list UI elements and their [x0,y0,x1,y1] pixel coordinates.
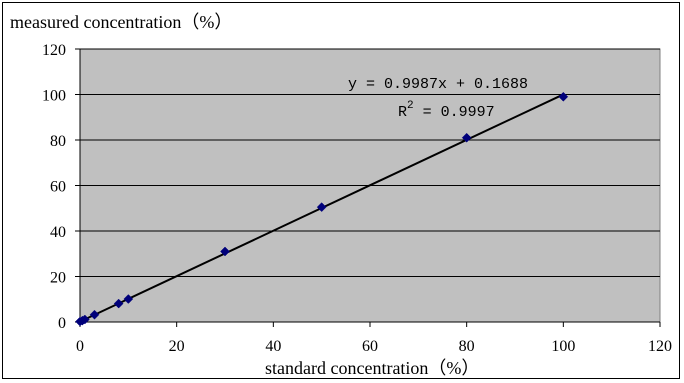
y-tick-label: 80 [50,133,66,150]
r-squared-superscript: 2 [407,100,414,112]
y-tick-label: 40 [50,224,66,241]
x-tick-label: 80 [459,338,475,355]
data-point [89,309,100,320]
r-squared-letter: R [398,104,407,121]
y-tick-label: 100 [42,88,66,105]
data-points [75,91,569,327]
data-point [220,246,230,257]
x-axis-label: standard concentration（%） [265,358,479,378]
y-tick-label: 0 [58,315,66,332]
y-tick-labels: 0 20 40 60 80 100 120 [42,42,66,332]
x-tick-labels: 0 20 40 60 80 100 120 [76,338,672,355]
y-tick-label: 120 [42,42,66,59]
data-point [461,132,472,143]
y-axis-label: measured concentration（%） [10,12,232,32]
trendline-equation: y = 0.9987x + 0.1688 [348,76,528,93]
r-squared-label: R2 = 0.9997 [398,100,495,121]
x-tick-label: 40 [265,338,281,355]
r-squared-value: = 0.9997 [414,104,495,121]
data-point [79,314,90,325]
y-tick-label: 60 [50,179,66,196]
data-point [558,91,569,102]
x-tick-label: 60 [362,338,378,355]
x-tick-label: 0 [76,338,84,355]
data-point [113,298,124,309]
x-tick-label: 20 [169,338,185,355]
data-point [123,294,134,304]
y-tick-label: 20 [50,270,66,287]
x-tick-label: 120 [648,338,672,355]
x-tick-label: 100 [551,338,575,355]
data-point [316,202,327,212]
